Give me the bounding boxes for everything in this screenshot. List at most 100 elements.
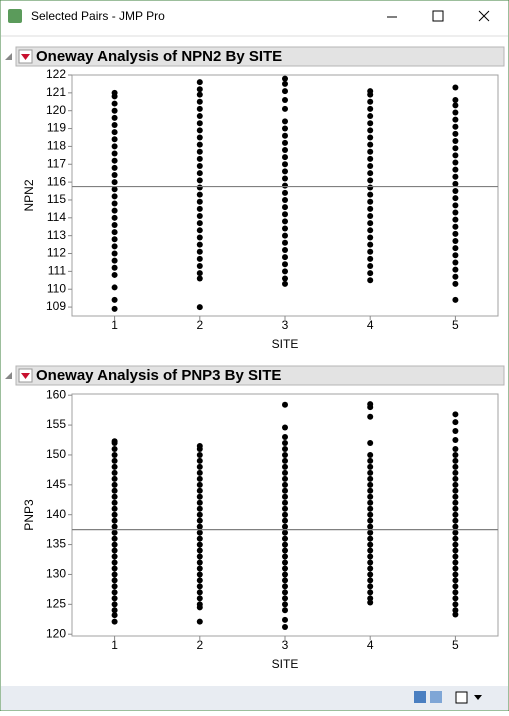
data-point — [196, 442, 203, 449]
data-point — [282, 132, 288, 139]
close-button[interactable] — [478, 10, 490, 22]
data-point — [196, 177, 203, 184]
data-point — [367, 141, 374, 148]
x-axis-label: SITE — [272, 657, 299, 671]
data-point — [452, 96, 459, 103]
title-bar — [1, 1, 508, 33]
data-point — [196, 91, 203, 98]
data-point — [196, 148, 203, 155]
data-point — [452, 173, 459, 180]
data-point — [196, 535, 203, 542]
data-point — [452, 529, 459, 536]
y-axis-label: NPN2 — [22, 179, 36, 211]
data-point — [367, 177, 374, 184]
data-point — [452, 577, 459, 584]
data-point — [196, 541, 203, 548]
data-point — [282, 595, 288, 602]
x-tick-label: 3 — [282, 318, 289, 332]
data-point — [196, 451, 203, 458]
data-point — [196, 184, 203, 191]
data-point — [196, 577, 203, 584]
data-point — [282, 105, 288, 112]
data-point — [452, 152, 459, 159]
y-tick-label: 111 — [48, 264, 67, 278]
data-point — [367, 487, 374, 494]
data-point — [282, 451, 288, 458]
data-point — [196, 583, 203, 590]
data-point — [282, 517, 288, 524]
data-point — [452, 123, 459, 130]
data-point — [367, 401, 374, 408]
window-title: Selected Pairs - JMP Pro — [31, 9, 165, 23]
data-point — [367, 248, 374, 255]
data-point — [111, 493, 118, 500]
data-point — [367, 469, 374, 476]
data-point — [452, 535, 459, 542]
red-triangle — [21, 373, 30, 379]
data-point — [111, 547, 118, 554]
header-bar — [15, 365, 505, 386]
data-point — [111, 457, 118, 464]
data-point — [111, 164, 118, 171]
data-point — [282, 146, 288, 153]
data-point — [367, 120, 374, 127]
data-point — [111, 523, 118, 530]
data-point — [111, 571, 118, 578]
data-point — [196, 481, 203, 488]
data-point — [111, 207, 118, 214]
data-point — [282, 624, 288, 631]
data-point — [196, 511, 203, 518]
y-tick-label: 130 — [46, 567, 66, 581]
window-list-button[interactable] — [455, 691, 468, 704]
x-tick-label: 4 — [367, 638, 374, 652]
data-point — [282, 457, 288, 464]
y-tick-label: 117 — [47, 156, 66, 170]
data-point — [282, 225, 288, 232]
data-point — [452, 611, 459, 618]
data-point — [282, 493, 288, 500]
data-point — [282, 434, 288, 441]
data-point — [282, 175, 288, 182]
data-point — [196, 105, 203, 112]
window-list-arrow[interactable] — [474, 695, 482, 700]
maximize-button[interactable] — [432, 10, 444, 22]
y-axis-label: PNP3 — [22, 499, 36, 531]
data-point — [452, 109, 459, 116]
data-point — [452, 451, 459, 458]
data-point — [196, 263, 203, 270]
data-point — [196, 505, 203, 512]
data-point — [452, 595, 459, 602]
report-header: Oneway Analysis of PNP3 By SITE — [5, 365, 505, 386]
layout-icon[interactable] — [430, 691, 442, 703]
data-point — [452, 469, 459, 476]
data-point — [111, 505, 118, 512]
data-point — [452, 138, 459, 145]
data-point — [367, 227, 374, 234]
data-point — [111, 250, 118, 257]
y-tick-label: 120 — [46, 103, 66, 117]
data-point — [452, 487, 459, 494]
data-point — [282, 583, 288, 590]
data-point — [282, 553, 288, 560]
data-point — [196, 134, 203, 141]
outline-toggle[interactable] — [5, 53, 12, 60]
data-point — [111, 487, 118, 494]
data-point — [452, 419, 459, 426]
data-point — [111, 150, 118, 157]
y-tick-label: 125 — [46, 597, 66, 611]
y-tick-label: 140 — [46, 507, 66, 521]
data-point — [196, 227, 203, 234]
data-point — [196, 475, 203, 482]
data-point — [282, 541, 288, 548]
data-point — [196, 220, 203, 227]
data-point — [282, 118, 288, 125]
x-tick-label: 1 — [111, 318, 118, 332]
data-point — [452, 475, 459, 482]
home-icon[interactable] — [414, 691, 426, 703]
outline-toggle[interactable] — [5, 372, 12, 379]
data-point — [196, 487, 203, 494]
data-point — [111, 214, 118, 221]
y-tick-label: 109 — [46, 299, 66, 313]
data-point — [282, 196, 288, 203]
data-point — [452, 216, 459, 223]
